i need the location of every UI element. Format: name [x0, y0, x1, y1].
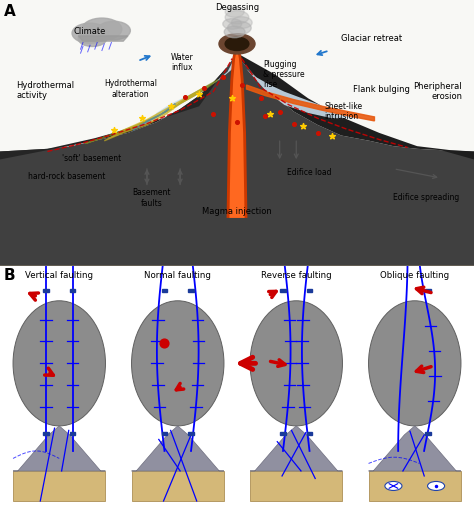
- Polygon shape: [133, 104, 175, 130]
- Point: [238, 81, 246, 89]
- Bar: [43, 432, 49, 435]
- Point: [167, 102, 174, 110]
- Point: [228, 94, 236, 103]
- Point: [314, 129, 321, 137]
- Polygon shape: [237, 53, 474, 159]
- Bar: [307, 289, 312, 292]
- Polygon shape: [0, 143, 474, 186]
- Point: [290, 119, 298, 127]
- Circle shape: [428, 481, 445, 491]
- Circle shape: [97, 21, 130, 40]
- Text: 'soft' basement: 'soft' basement: [62, 154, 121, 163]
- Circle shape: [82, 18, 122, 40]
- Point: [276, 107, 283, 116]
- Ellipse shape: [368, 301, 461, 426]
- Point: [219, 73, 227, 81]
- Bar: [13, 471, 105, 501]
- Text: Flank bulging: Flank bulging: [353, 85, 410, 93]
- Point: [138, 114, 146, 122]
- Circle shape: [223, 19, 242, 29]
- Circle shape: [228, 21, 251, 35]
- Text: Basement
faults: Basement faults: [132, 188, 171, 207]
- Bar: [280, 289, 286, 292]
- Polygon shape: [0, 53, 474, 266]
- Point: [181, 93, 189, 101]
- Text: Climate: Climate: [74, 27, 106, 37]
- Text: Plugging
& pressure
rise: Plugging & pressure rise: [263, 59, 305, 89]
- Point: [328, 132, 336, 140]
- Polygon shape: [13, 426, 105, 471]
- Bar: [188, 432, 194, 435]
- Point: [200, 84, 208, 92]
- Bar: [368, 471, 461, 501]
- Circle shape: [385, 481, 402, 491]
- Polygon shape: [0, 186, 474, 266]
- Bar: [162, 289, 167, 292]
- Polygon shape: [250, 426, 342, 471]
- Circle shape: [219, 34, 255, 54]
- Point: [262, 111, 269, 120]
- Polygon shape: [227, 41, 247, 218]
- Bar: [70, 289, 75, 292]
- Bar: [425, 289, 431, 292]
- Circle shape: [72, 23, 108, 43]
- Text: Degassing: Degassing: [215, 3, 259, 12]
- Circle shape: [225, 7, 244, 17]
- Point: [161, 339, 168, 347]
- Point: [257, 94, 264, 103]
- Text: Vertical faulting: Vertical faulting: [25, 271, 93, 280]
- Text: Glaciar retreat: Glaciar retreat: [341, 34, 402, 43]
- Text: Hydrothermal
alteration: Hydrothermal alteration: [104, 79, 157, 99]
- Ellipse shape: [131, 301, 224, 426]
- Point: [266, 110, 274, 118]
- Bar: [131, 471, 224, 501]
- Point: [195, 90, 203, 99]
- Polygon shape: [229, 48, 245, 218]
- Text: Sheet-like
intrusion: Sheet-like intrusion: [325, 102, 363, 121]
- Bar: [280, 432, 286, 435]
- Text: Magma injection: Magma injection: [202, 207, 272, 216]
- Text: A: A: [4, 4, 16, 19]
- Ellipse shape: [13, 301, 105, 426]
- Circle shape: [224, 26, 245, 38]
- Text: Edifice load: Edifice load: [287, 168, 331, 177]
- Text: Water
influx: Water influx: [171, 53, 194, 72]
- Bar: [70, 432, 75, 435]
- Polygon shape: [152, 53, 237, 121]
- Polygon shape: [246, 85, 374, 121]
- Circle shape: [231, 17, 252, 28]
- Text: hard-rock basement: hard-rock basement: [28, 172, 106, 181]
- Polygon shape: [0, 53, 237, 159]
- Point: [110, 126, 118, 134]
- Text: Normal faulting: Normal faulting: [144, 271, 211, 280]
- Polygon shape: [85, 79, 218, 143]
- Bar: [307, 432, 312, 435]
- Ellipse shape: [250, 301, 342, 426]
- Text: B: B: [4, 268, 16, 283]
- Circle shape: [78, 30, 107, 46]
- Text: Hydrothermal
activity: Hydrothermal activity: [17, 80, 75, 100]
- Polygon shape: [78, 36, 128, 41]
- Text: Reverse faulting: Reverse faulting: [261, 271, 331, 280]
- Text: Oblique faulting: Oblique faulting: [380, 271, 449, 280]
- Bar: [250, 471, 342, 501]
- Bar: [188, 289, 194, 292]
- Text: Pheripheral
erosion: Pheripheral erosion: [413, 82, 462, 101]
- Polygon shape: [104, 88, 204, 141]
- Text: Edifice spreading: Edifice spreading: [393, 194, 460, 202]
- Bar: [425, 432, 431, 435]
- Bar: [43, 289, 49, 292]
- Polygon shape: [368, 426, 461, 471]
- Point: [210, 110, 217, 118]
- Point: [233, 118, 241, 126]
- Bar: [162, 432, 167, 435]
- Point: [300, 122, 307, 131]
- Polygon shape: [131, 426, 224, 471]
- Circle shape: [225, 37, 249, 51]
- Circle shape: [225, 11, 249, 24]
- Polygon shape: [237, 53, 356, 118]
